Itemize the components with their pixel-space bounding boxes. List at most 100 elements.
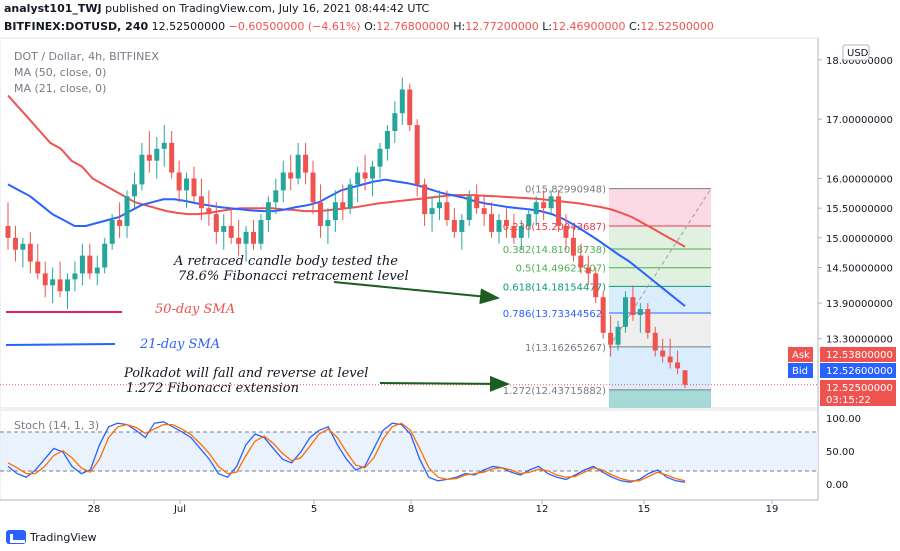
reverse-arrow[interactable] (379, 375, 510, 392)
high-label: H: (453, 20, 466, 33)
last-price-value: 12.52500000 (826, 383, 893, 394)
candle-body (682, 370, 688, 385)
candle-body (236, 237, 242, 244)
open-label: O: (364, 20, 377, 33)
candle-body (191, 178, 197, 197)
ask-tag (788, 347, 813, 362)
retrace-annotation-line2: 78.6% Fibonacci retracement level (178, 269, 409, 284)
candle-body (213, 214, 219, 232)
fib-extension-zone (609, 389, 711, 408)
bid-price: 12.52600000 (826, 366, 893, 377)
candle-body (481, 208, 487, 215)
time-tick-label: Jul (173, 504, 186, 515)
stoch-tick-50: 50.00 (826, 447, 855, 458)
candle-body (161, 142, 167, 149)
fib-zone (609, 225, 711, 250)
chart-legend-title: DOT / Dollar, 4h, BITFINEX (14, 50, 159, 63)
candle-body (102, 243, 108, 268)
price-tick-label: 17.00000000 (826, 115, 893, 126)
candle-body (585, 267, 591, 274)
candle-body (273, 190, 279, 203)
fib-zone (609, 267, 711, 287)
candle-body (370, 166, 376, 179)
candle-body (503, 220, 509, 226)
ma21-legend: MA (21, close, 0) (14, 82, 106, 95)
candle-body (563, 225, 569, 238)
candle-body (474, 196, 480, 209)
currency-label: USD (847, 48, 869, 59)
candle-body (548, 196, 554, 209)
price-change: −0.60500000 (−4.61%) (228, 20, 361, 33)
price-tick-label: 15.50000000 (826, 204, 893, 215)
candle-body (280, 172, 286, 191)
candle-body (139, 154, 145, 185)
candle-body (355, 172, 361, 185)
candle-body (87, 255, 93, 274)
stochastic-lines (7, 421, 686, 483)
candle-body (392, 113, 398, 132)
candle-body (541, 202, 547, 209)
candle-body (630, 297, 636, 315)
candle-body (608, 332, 614, 345)
candle-body (206, 208, 212, 215)
candle-body (615, 326, 621, 345)
open-value: 12.76800000 (376, 20, 450, 33)
high-value: 12.77200000 (465, 20, 539, 33)
candle-body (660, 350, 666, 357)
publisher-name[interactable]: analyst101_TWJ (4, 2, 102, 15)
candle-body (303, 154, 309, 173)
candle-body (117, 220, 123, 226)
fib-level-label: 1.272(12.43715882) (503, 386, 606, 397)
candle-body (20, 243, 26, 250)
candle-body (176, 172, 182, 191)
stoch-legend: Stoch (14, 1, 3) (14, 419, 99, 432)
candle-body (317, 202, 323, 226)
sma21-label: 21-day SMA (139, 337, 220, 352)
candle-body (645, 309, 651, 333)
price-tick-label: 13.90000000 (826, 299, 893, 310)
tradingview-logo-icon (6, 530, 26, 544)
candle-body (526, 214, 532, 226)
bid-label: Bid (792, 366, 808, 377)
price-axis[interactable]: 18.00000000 17.00000000 16.00000000 15.5000… (818, 56, 893, 346)
published-text: published on TradingView.com, July 16, 2… (105, 2, 430, 15)
candle-body (295, 154, 301, 179)
candle-body (466, 196, 472, 221)
candle-body (57, 279, 63, 292)
retrace-arrow[interactable] (333, 281, 500, 305)
reverse-annotation-line1: Polkadot will fall and reverse at level (123, 366, 368, 381)
candle-body (675, 362, 681, 369)
candle-body (146, 154, 152, 161)
reverse-annotation-line2: 1.272 Fibonacci extension (126, 381, 299, 396)
price-tick-label: 14.50000000 (826, 264, 893, 275)
candle-body (258, 220, 264, 244)
currency-badge[interactable] (842, 44, 870, 61)
candle-body (422, 184, 428, 215)
last-price-tag (820, 380, 896, 406)
time-tick-label: 5 (311, 504, 317, 515)
tradingview-logo[interactable]: TradingView (6, 530, 96, 544)
candle-body (518, 225, 524, 238)
moving-averages (7, 94, 686, 307)
candle-body (228, 225, 234, 238)
stoch-tick-0: 0.00 (826, 480, 848, 491)
candle-body (332, 202, 338, 221)
candle-body (459, 220, 465, 232)
candle-body (42, 273, 48, 286)
time-axis[interactable]: 28 Jul 5 8 12 15 19 (88, 500, 779, 515)
candle-body (12, 237, 18, 250)
fib-zone (609, 249, 711, 268)
candle-body (221, 225, 227, 232)
low-value: 12.46900000 (552, 20, 626, 33)
fib-zone (609, 188, 711, 226)
tradingview-logo-text: TradingView (30, 530, 97, 544)
candle-body (310, 172, 316, 203)
time-tick-label: 8 (408, 504, 414, 515)
candle-body (198, 196, 204, 209)
symbol[interactable]: BITFINEX:DOTUSD, 240 (4, 20, 149, 33)
publish-header: analyst101_TWJ published on TradingView.… (4, 2, 429, 15)
candle-body (444, 202, 450, 221)
symbol-header: BITFINEX:DOTUSD, 240 12.52500000 −0.6050… (4, 20, 714, 33)
candle-body (511, 225, 517, 238)
